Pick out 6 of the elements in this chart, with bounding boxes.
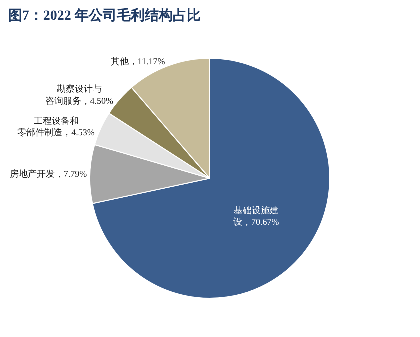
slice-label: 工程设备和零部件制造，4.53% <box>18 116 96 138</box>
slice-label: 其他，11.17% <box>110 56 166 67</box>
slice-label: 勘察设计与咨询服务，4.50% <box>45 84 114 106</box>
slice-label: 基础设施建设，70.67% <box>234 205 280 228</box>
slice-label: 房地产开发，7.79% <box>10 169 88 180</box>
chart-title: 图7：2022 年公司毛利结构占比 <box>8 6 201 24</box>
